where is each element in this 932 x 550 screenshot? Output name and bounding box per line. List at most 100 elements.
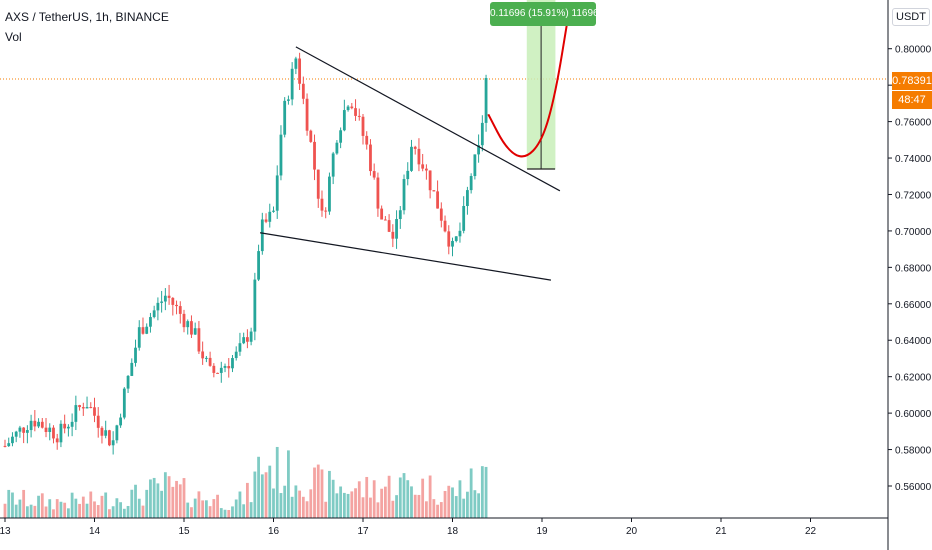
volume-bar: [324, 501, 328, 518]
x-tick-label: 20: [626, 526, 638, 537]
candle-body: [119, 417, 123, 426]
currency-unit-button[interactable]: USDT: [892, 8, 930, 26]
candle-body: [193, 328, 197, 335]
candle-body: [201, 351, 205, 359]
candle-body: [66, 426, 70, 429]
volume-bar: [428, 475, 432, 518]
volume-bar: [160, 490, 164, 518]
candle-body: [395, 219, 398, 239]
candle-body: [313, 141, 316, 170]
candle-body: [14, 431, 18, 437]
candle-body: [227, 366, 231, 369]
volume-bar: [469, 468, 473, 518]
volume-bar: [134, 484, 137, 518]
volume-bar: [439, 502, 443, 518]
candle-body: [462, 205, 466, 231]
volume-bar: [268, 465, 272, 518]
volume-bars: [3, 446, 488, 518]
candle-body: [141, 327, 145, 334]
candle-body: [182, 313, 186, 328]
candle-body: [279, 134, 283, 176]
volume-bar: [331, 479, 335, 518]
candle-body: [212, 365, 216, 373]
volume-bar: [253, 471, 257, 518]
volume-bar: [309, 489, 313, 518]
candle-body: [249, 331, 253, 342]
candle-body: [178, 306, 182, 314]
y-tick-label: 0.56000: [895, 482, 932, 493]
trendline-upper: [295, 46, 561, 192]
y-tick-label: 0.76000: [895, 118, 932, 129]
candle-body: [413, 146, 417, 149]
volume-bar: [63, 502, 67, 518]
candle-body: [93, 407, 96, 416]
candle-body: [40, 421, 44, 428]
candle-body: [145, 326, 149, 334]
candle-body: [219, 367, 223, 373]
candle-body: [137, 327, 141, 348]
volume-bar: [163, 472, 167, 518]
candle-body: [477, 145, 481, 155]
volume-bar: [354, 488, 357, 518]
volume-bar: [55, 499, 59, 518]
candle-body: [167, 295, 171, 298]
candle-body: [74, 405, 78, 422]
volume-bar: [3, 503, 7, 518]
candle-body: [272, 210, 275, 212]
volume-bar: [402, 473, 406, 518]
candle-body: [346, 106, 350, 111]
volume-bar: [44, 506, 48, 518]
candle-body: [369, 144, 372, 172]
volume-bar: [29, 504, 33, 518]
candle-body: [253, 279, 257, 332]
candle-body: [365, 135, 369, 145]
y-tick-label: 0.60000: [895, 409, 932, 420]
volume-bar: [287, 450, 290, 518]
candle-body: [290, 68, 294, 100]
volume-bar: [193, 498, 197, 518]
candle-body: [11, 436, 14, 444]
candle-body: [216, 372, 219, 374]
volume-bar: [350, 491, 354, 518]
volume-bar: [424, 501, 428, 518]
candle-body: [454, 236, 458, 241]
candle-body: [70, 421, 74, 427]
candle-body: [22, 427, 26, 433]
candle-body: [242, 337, 246, 344]
volume-bar: [380, 488, 384, 518]
volume-bar: [339, 486, 343, 518]
candle-body: [301, 83, 305, 99]
candle-body: [130, 362, 134, 376]
volume-bar: [190, 507, 193, 518]
x-tick-label: 17: [357, 526, 369, 537]
drawings[interactable]: [259, 12, 570, 281]
candle-body: [447, 231, 451, 247]
symbol-title[interactable]: AXS / TetherUS, 1h, BINANCE: [5, 10, 169, 24]
volume-bar: [454, 496, 458, 518]
volume-bar: [443, 490, 447, 518]
volume-bar: [357, 481, 361, 518]
candle-body: [439, 208, 443, 221]
candle-body: [480, 122, 484, 146]
candle-body: [175, 304, 178, 307]
candle-body: [55, 438, 59, 443]
candle-body: [298, 58, 302, 84]
x-tick-label: 22: [805, 526, 817, 537]
candle-body: [238, 343, 242, 352]
candle-body: [484, 78, 488, 123]
candle-body: [44, 427, 48, 433]
volume-bar: [305, 501, 309, 518]
volume-bar: [48, 499, 52, 518]
volume-bar: [249, 502, 253, 518]
candle-body: [134, 347, 137, 363]
candle-body: [383, 219, 387, 221]
volume-bar: [197, 491, 201, 518]
candle-body: [18, 427, 22, 432]
candle-body: [287, 99, 290, 101]
candle-body: [85, 407, 89, 409]
candle-body: [208, 357, 212, 366]
volume-bar: [484, 466, 488, 518]
volume-indicator-label[interactable]: Vol: [5, 30, 22, 44]
